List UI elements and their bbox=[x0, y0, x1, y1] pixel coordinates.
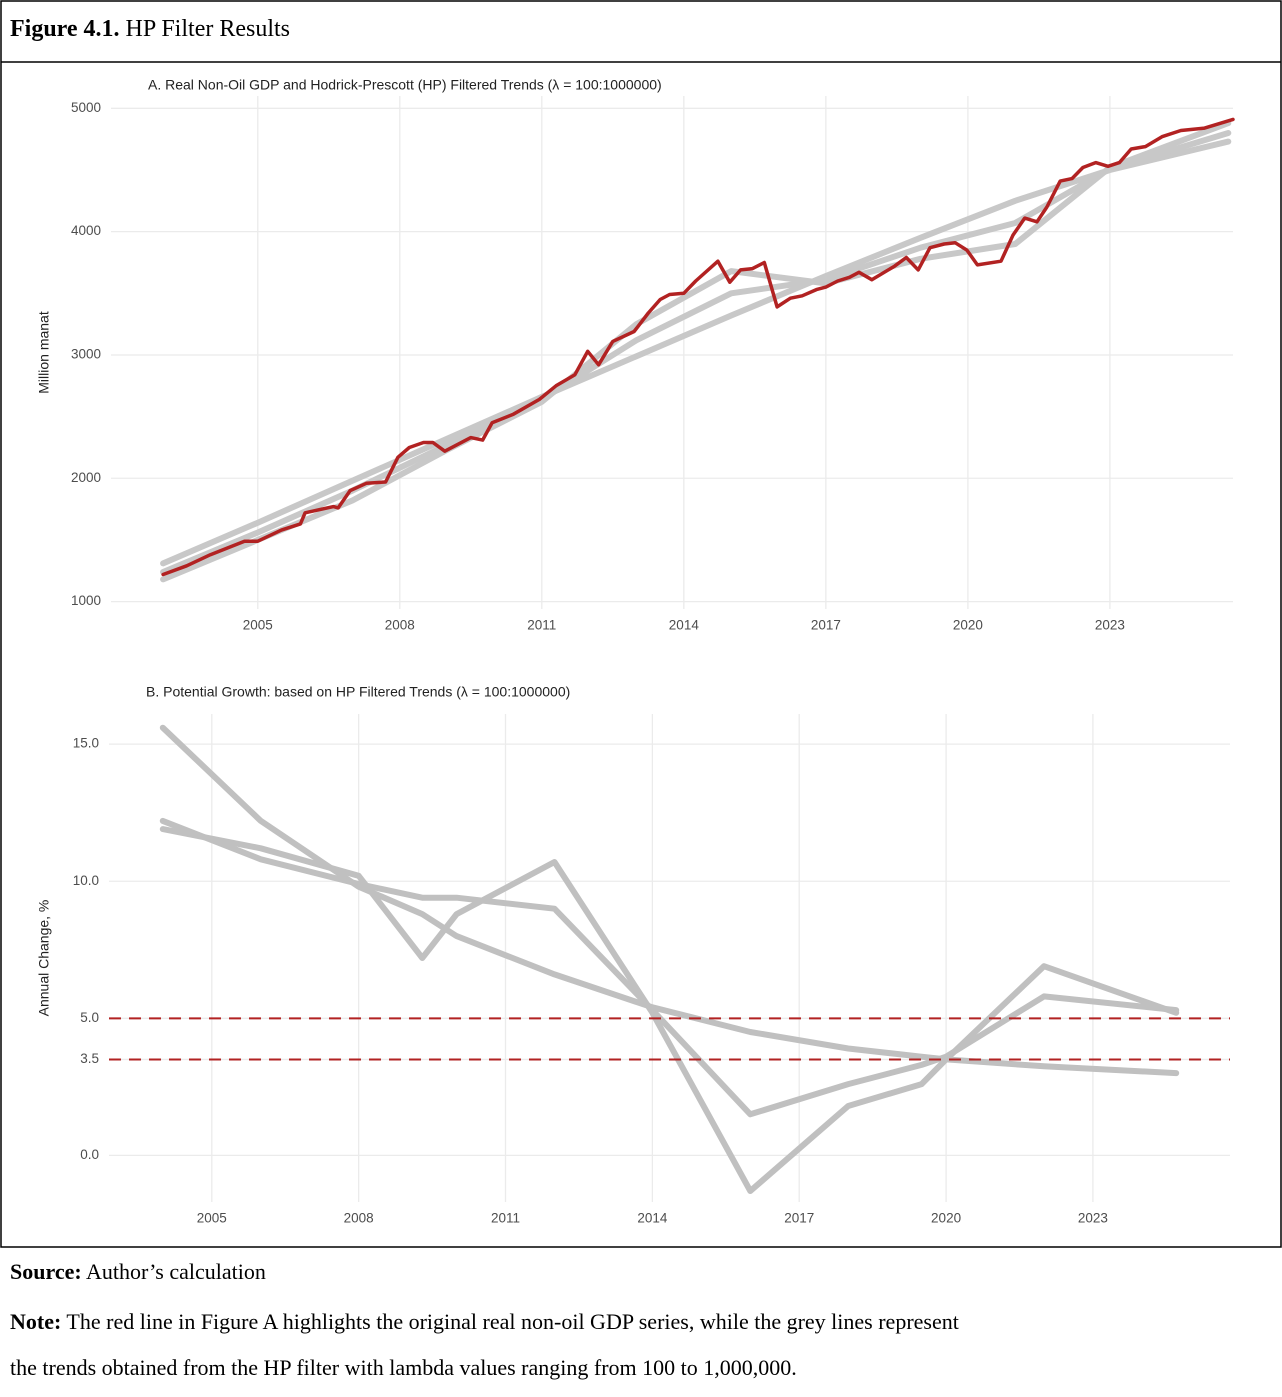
x-tick-label: 2014 bbox=[669, 618, 700, 633]
source-text: Author’s calculation bbox=[86, 1259, 266, 1284]
source-line: Source: Author’s calculation bbox=[10, 1259, 266, 1284]
figure-header: Figure 4.1. HP Filter Results bbox=[10, 16, 290, 42]
x-tick-label: 2008 bbox=[385, 618, 415, 633]
x-tick-label: 2014 bbox=[637, 1211, 668, 1226]
y-tick-label: 3000 bbox=[71, 347, 101, 362]
x-tick-label: 2020 bbox=[931, 1211, 961, 1226]
x-tick-label: 2020 bbox=[953, 618, 983, 633]
x-tick-label: 2008 bbox=[344, 1211, 374, 1226]
x-tick-label: 2017 bbox=[784, 1211, 814, 1226]
chart-title: A. Real Non-Oil GDP and Hodrick-Prescott… bbox=[148, 77, 662, 93]
y-tick-label: 0.0 bbox=[80, 1147, 99, 1162]
y-axis-label: Annual Change, % bbox=[36, 900, 52, 1017]
y-tick-label: 1000 bbox=[71, 593, 101, 608]
y-tick-label: 10.0 bbox=[73, 873, 99, 888]
note-line: Note: The red line in Figure A highlight… bbox=[10, 1309, 959, 1334]
chart-title: B. Potential Growth: based on HP Filtere… bbox=[146, 684, 570, 700]
y-tick-label: 3.5 bbox=[80, 1051, 99, 1066]
x-tick-label: 2005 bbox=[243, 618, 273, 633]
y-axis-label: Million manat bbox=[36, 311, 52, 394]
figure-frame bbox=[0, 0, 1282, 1248]
note-text: the trends obtained from the HP filter w… bbox=[10, 1355, 797, 1380]
note-text: The red line in Figure A highlights the … bbox=[66, 1309, 958, 1334]
note-label: Note: bbox=[10, 1309, 61, 1334]
source-label: Source: bbox=[10, 1259, 82, 1284]
trend-line bbox=[159, 826, 1180, 1194]
figure-title: HP Filter Results bbox=[126, 16, 290, 42]
figure-label: Figure 4.1. bbox=[10, 16, 120, 42]
trend-line bbox=[160, 138, 1232, 567]
panel-a: A. Real Non-Oil GDP and Hodrick-Prescott… bbox=[36, 77, 1235, 633]
y-tick-label: 5.0 bbox=[80, 1010, 99, 1025]
gdp-line bbox=[161, 117, 1235, 577]
x-tick-label: 2011 bbox=[527, 618, 556, 633]
x-tick-label: 2023 bbox=[1078, 1211, 1108, 1226]
panel-b: B. Potential Growth: based on HP Filtere… bbox=[36, 684, 1230, 1226]
y-tick-label: 15.0 bbox=[73, 736, 99, 751]
trend-line bbox=[159, 724, 1180, 1077]
y-tick-label: 2000 bbox=[71, 470, 101, 485]
x-tick-label: 2011 bbox=[491, 1211, 520, 1226]
y-tick-label: 5000 bbox=[71, 100, 101, 115]
y-tick-label: 4000 bbox=[71, 223, 101, 238]
x-tick-label: 2023 bbox=[1095, 618, 1125, 633]
x-tick-label: 2017 bbox=[811, 618, 841, 633]
trend-line bbox=[160, 130, 1232, 575]
x-tick-label: 2005 bbox=[197, 1211, 227, 1226]
